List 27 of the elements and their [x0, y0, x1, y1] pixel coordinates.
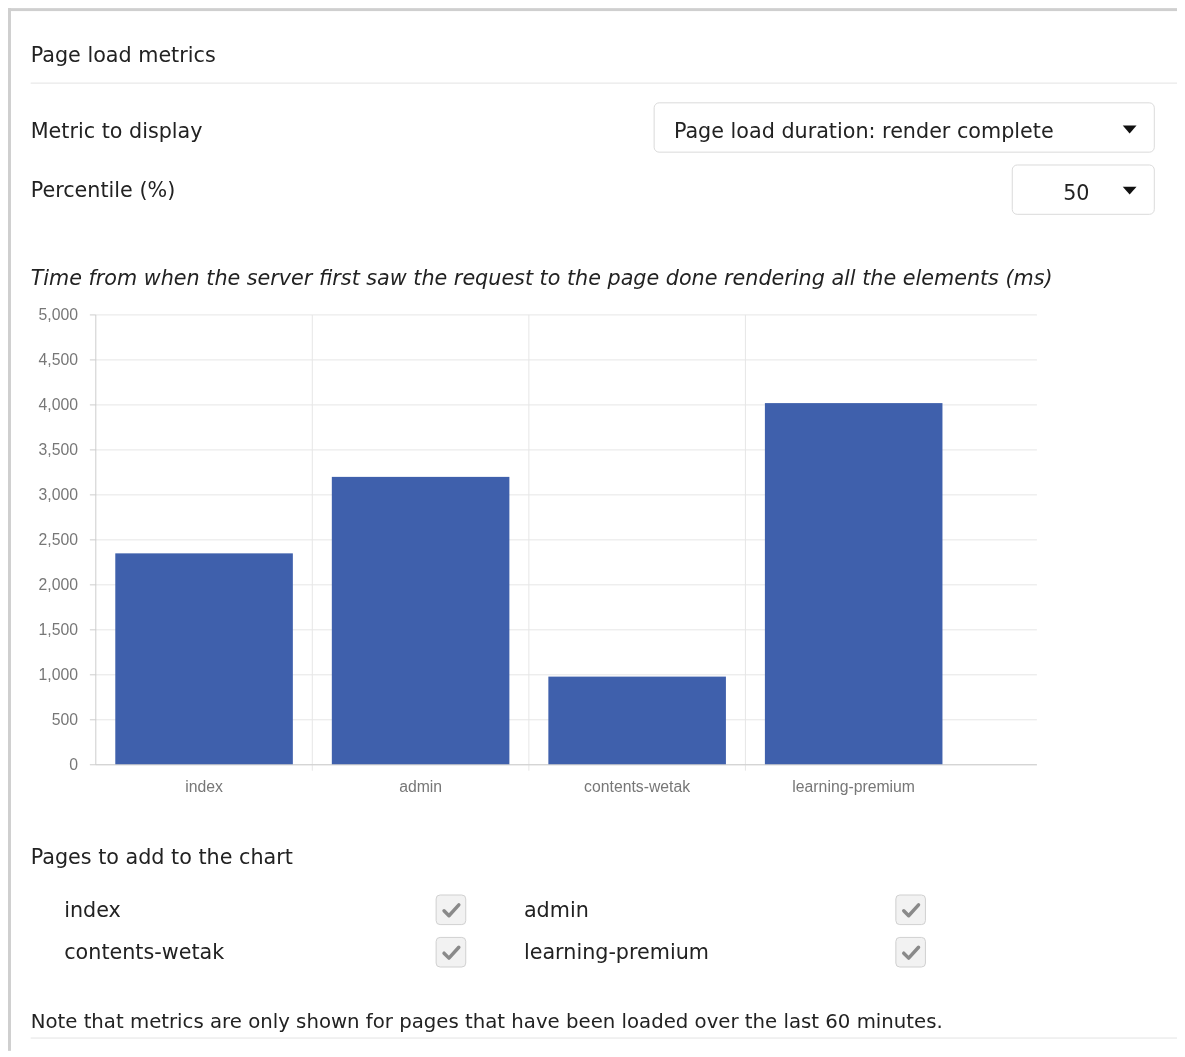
y-tick-label: 4,000 [38, 396, 79, 414]
text: 50 [1063, 180, 1090, 205]
category-label: learning-premium [523, 940, 710, 965]
category-label: admin [523, 897, 589, 922]
chart-subtitle: Time from when the server first saw the request to the page done rendering all the elements (ms) [30, 266, 1053, 291]
y-tick-label: 1,000 [38, 666, 79, 684]
text: Metric to display [30, 119, 203, 144]
y-tick-label: 4,500 [38, 351, 79, 369]
x-tick-label: index [185, 778, 224, 796]
x-tick-label: contents-wetak [584, 778, 691, 796]
text: Page load duration: render complete [673, 119, 1054, 144]
category-label: index [64, 897, 121, 922]
text: Percentile (%) [30, 177, 176, 202]
x-tick-label: admin [399, 778, 443, 796]
y-tick-label: 2,500 [38, 531, 79, 549]
y-tick-label: 3,500 [38, 441, 79, 459]
y-tick-label: 2,000 [38, 576, 79, 594]
y-tick-label: 500 [51, 711, 79, 729]
y-tick-label: 5,000 [38, 306, 79, 324]
y-tick-label: 0 [69, 756, 79, 774]
text: Note that metrics are only shown for pages that have been loaded over the last 60 minutes. [30, 1010, 943, 1034]
y-tick-label: 1,500 [38, 621, 79, 639]
text: Pages to add to the chart [30, 845, 293, 870]
chart-title: Page load metrics [30, 43, 216, 68]
category-label: contents-wetak [64, 940, 225, 965]
y-tick-label: 3,000 [38, 486, 79, 504]
x-tick-label: learning-premium [792, 778, 916, 796]
